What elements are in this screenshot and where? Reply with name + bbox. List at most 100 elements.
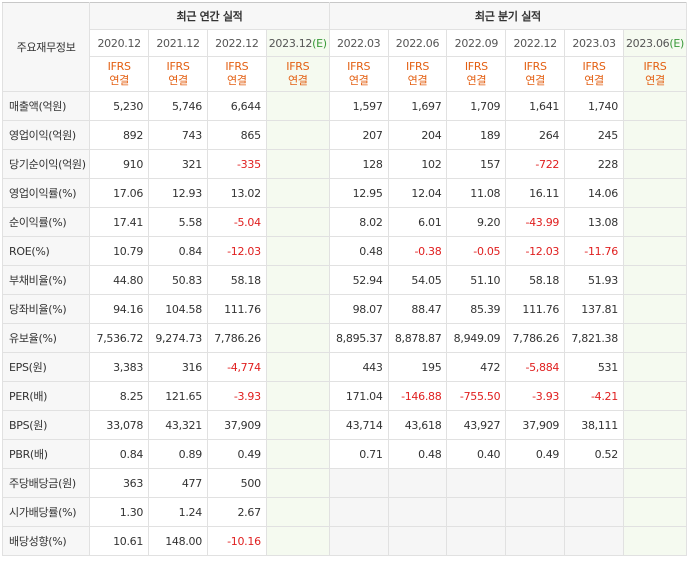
consolidated-label: 연결 [348, 74, 369, 87]
value-cell: 54.05 [387, 265, 448, 295]
annual-group-header: 최근 연간 실적 [89, 2, 330, 30]
ifrs-label: IFRS [107, 60, 131, 73]
row-label: BPS(원) [1, 410, 91, 440]
value-cell: 137.81 [564, 294, 624, 324]
value-cell [622, 352, 688, 382]
value-cell [622, 439, 688, 469]
ifrs-header: IFRS 연결 [564, 56, 624, 92]
value-cell: 207 [328, 120, 389, 150]
period-label: 2023.03 [572, 36, 616, 50]
value-cell: 316 [148, 352, 208, 382]
ifrs-label: IFRS [286, 60, 310, 73]
value-cell [564, 468, 624, 498]
period-header: 2022.09 [446, 29, 507, 57]
value-cell: 0.84 [148, 236, 208, 266]
period-header: 2022.12 [505, 29, 566, 57]
period-header: 2022.06 [387, 29, 448, 57]
value-cell [328, 468, 389, 498]
value-cell: 0.52 [564, 439, 624, 469]
period-label: 2023.12 [268, 36, 313, 50]
row-label: 유보율(%) [1, 323, 91, 353]
period-header: 2023.12(E) [265, 29, 330, 57]
row-label: 영업이익(억원) [1, 120, 91, 150]
value-cell: 6,644 [206, 91, 267, 121]
value-cell: 1.24 [148, 497, 208, 527]
value-cell: 37,909 [505, 410, 566, 440]
value-cell: 7,821.38 [564, 323, 624, 353]
value-cell: 148.00 [148, 526, 208, 556]
value-cell [265, 468, 330, 498]
table-row: 유보율(%) 7,536.72 9,274.73 7,786.26 8,895.37 8,… [1, 323, 688, 353]
value-cell [265, 120, 330, 150]
value-cell [622, 381, 688, 411]
value-cell: -755.50 [446, 381, 507, 411]
ifrs-label: IFRS [523, 60, 547, 73]
value-cell: 1,697 [387, 91, 448, 121]
row-label: 당좌비율(%) [1, 294, 91, 324]
value-cell: 477 [148, 468, 208, 498]
value-cell: -5,884 [505, 352, 566, 382]
value-cell [265, 526, 330, 556]
consolidated-label: 연결 [109, 74, 129, 87]
value-cell: 38,111 [564, 410, 624, 440]
value-cell [622, 120, 688, 150]
ifrs-label: IFRS [347, 60, 371, 73]
table-row: 영업이익률(%) 17.06 12.93 13.02 12.95 12.04 11.08 16… [1, 178, 688, 208]
value-cell: -12.03 [206, 236, 267, 266]
value-cell: 5,746 [148, 91, 208, 121]
value-cell: 13.02 [206, 178, 267, 208]
value-cell: -3.93 [505, 381, 566, 411]
value-cell: 5,230 [89, 91, 150, 121]
value-cell [622, 323, 688, 353]
estimate-marker: (E) [669, 36, 684, 50]
row-label: ROE(%) [1, 236, 91, 266]
value-cell: -722 [505, 149, 566, 179]
value-cell: 5.58 [148, 207, 208, 237]
value-cell: 43,618 [387, 410, 448, 440]
value-cell: 1.30 [89, 497, 150, 527]
value-cell: 16.11 [505, 178, 566, 208]
period-label: 2022.12 [513, 36, 557, 50]
value-cell: 9,274.73 [148, 323, 208, 353]
table-row: PER(배) 8.25 121.65 -3.93 171.04 -146.88 -755.5… [1, 381, 688, 411]
value-cell: 10.61 [89, 526, 150, 556]
ifrs-header: IFRS 연결 [622, 56, 688, 92]
quarter-group-header: 최근 분기 실적 [328, 2, 688, 30]
value-cell: -0.38 [387, 236, 448, 266]
row-label: 당기순이익(억원) [1, 149, 91, 179]
value-cell: 17.06 [89, 178, 150, 208]
row-label: 부채비율(%) [1, 265, 91, 295]
value-cell [622, 178, 688, 208]
ifrs-header: IFRS 연결 [328, 56, 389, 92]
value-cell [622, 265, 688, 295]
value-cell [622, 410, 688, 440]
value-cell [387, 526, 448, 556]
value-cell: 51.10 [446, 265, 507, 295]
value-cell: 10.79 [89, 236, 150, 266]
period-header: 2020.12 [89, 29, 150, 57]
value-cell: 128 [328, 149, 389, 179]
value-cell: 8.02 [328, 207, 389, 237]
value-cell: -4.21 [564, 381, 624, 411]
table-row: 주당배당금(원) 363 477 500 [1, 468, 688, 498]
value-cell: 121.65 [148, 381, 208, 411]
value-cell [265, 178, 330, 208]
corner-label: 주요재무정보 [1, 2, 91, 92]
ifrs-label: IFRS [464, 60, 488, 73]
period-label: 2022.03 [336, 36, 381, 50]
ifrs-label: IFRS [225, 60, 249, 73]
value-cell: 743 [148, 120, 208, 150]
value-cell [265, 294, 330, 324]
value-cell [265, 265, 330, 295]
value-cell: 531 [564, 352, 624, 382]
value-cell: 58.18 [505, 265, 566, 295]
value-cell: 9.20 [446, 207, 507, 237]
value-cell [505, 468, 566, 498]
value-cell: 43,927 [446, 410, 507, 440]
consolidated-label: 연결 [168, 74, 188, 87]
value-cell: 50.83 [148, 265, 208, 295]
value-cell [622, 526, 688, 556]
value-cell: 892 [89, 120, 150, 150]
value-cell: 7,786.26 [505, 323, 566, 353]
value-cell: 157 [446, 149, 507, 179]
